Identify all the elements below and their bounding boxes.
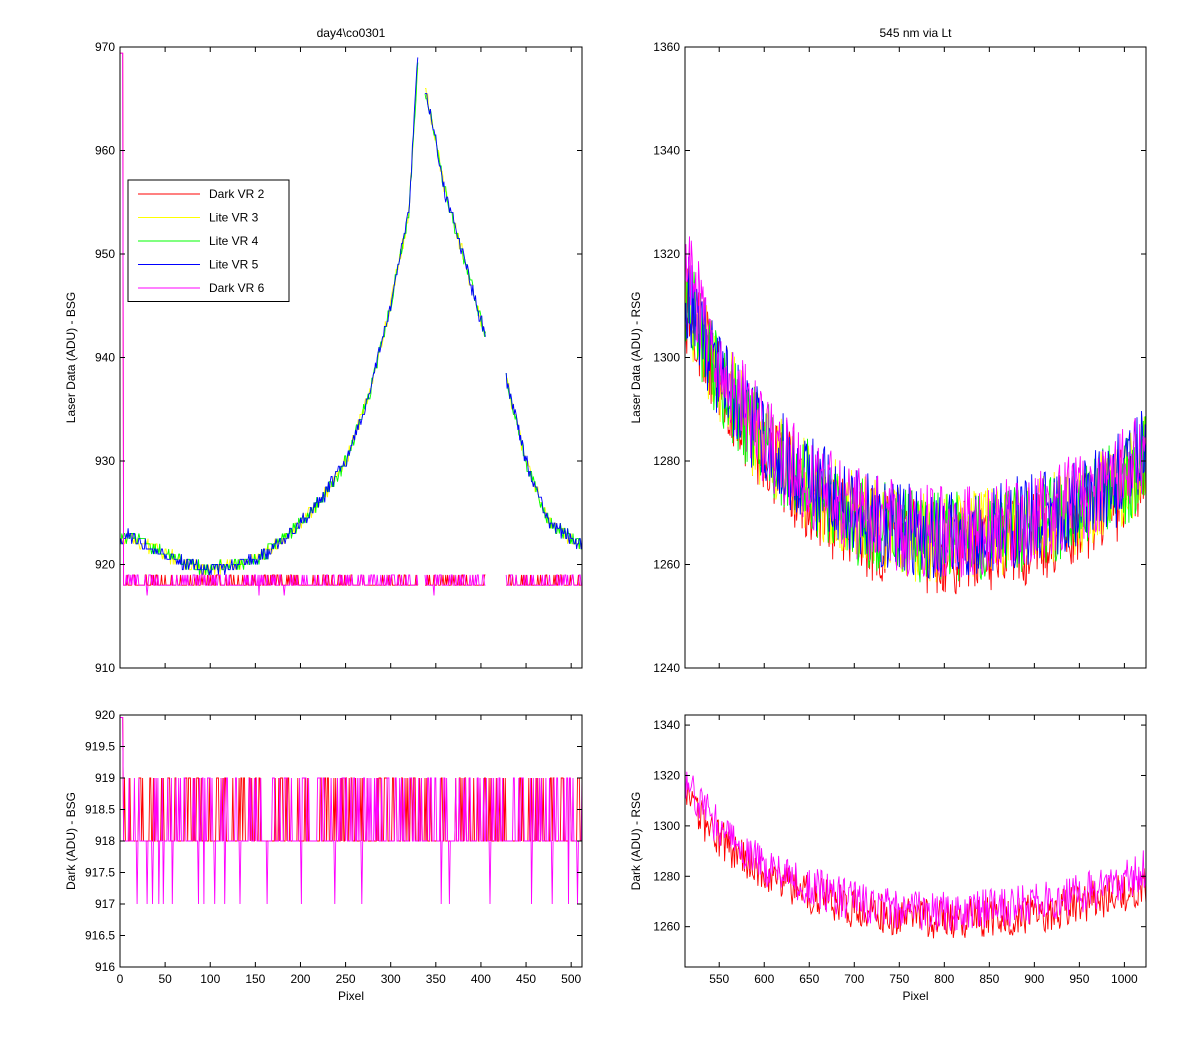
legend-label: Dark VR 6 (209, 281, 265, 295)
x-tick-label: 100 (200, 972, 220, 986)
y-tick-label: 1320 (653, 247, 680, 261)
panel-bottom-left: 0 50 100 150 200 250 300 350 400 450 500 916 916.5 91… (64, 708, 583, 1003)
y-tick-label: 1340 (653, 144, 680, 158)
y-tick-label: 1240 (653, 661, 680, 675)
x-tick-label: 900 (1024, 972, 1044, 986)
legend-label: Lite VR 3 (209, 211, 259, 225)
panel-bottom-right: 550 600 650 700 750 800 850 900 950 1000 1260 1280 1… (629, 714, 1147, 1003)
x-tick-label: 550 (709, 972, 729, 986)
series-line-lite-vr-4 (120, 62, 582, 576)
y-tick-label: 1280 (653, 454, 680, 468)
series-group (685, 768, 1146, 939)
panel-top-left: 910 920 930 940 950 960 970 day4\co0301 Laser Da… (64, 26, 583, 675)
y-tick-label: 910 (95, 661, 115, 675)
axes-frame (684, 714, 1147, 968)
y-axis-label: Dark (ADU) - RSG (629, 792, 643, 891)
series-line-dark-vr-2 (120, 52, 582, 586)
y-tick-label: 916.5 (85, 929, 115, 943)
x-tick-label: 450 (516, 972, 536, 986)
x-tick-label: 950 (1069, 972, 1089, 986)
series-group (685, 236, 1146, 595)
y-axis-label: Dark (ADU) - BSG (64, 792, 78, 890)
x-tick-label: 200 (290, 972, 310, 986)
x-tick-label: 50 (158, 972, 172, 986)
x-tick-label: 850 (979, 972, 999, 986)
x-tick-label: 500 (561, 972, 581, 986)
x-axis-label: Pixel (338, 989, 364, 1003)
panel-top-right: 1240 1260 1280 1300 1320 1340 1360 545 nm via L… (629, 26, 1147, 675)
x-tick-label: 150 (245, 972, 265, 986)
series-line-dark-vr-6 (685, 236, 1146, 578)
y-tick-label: 919 (95, 771, 115, 785)
series-line-dark-vr-6 (685, 768, 1146, 931)
x-tick-label: 350 (426, 972, 446, 986)
series-line-dark-vr-6 (120, 52, 582, 596)
x-tick-label: 1000 (1111, 972, 1138, 986)
legend-label: Lite VR 4 (209, 234, 259, 248)
y-tick-label: 1280 (653, 869, 680, 883)
series-line-lite-vr-5 (120, 57, 582, 576)
series-line-dark-vr-6 (120, 717, 582, 905)
x-tick-label: 400 (471, 972, 491, 986)
x-axis-label: Pixel (902, 989, 928, 1003)
y-tick-label: 1320 (653, 768, 680, 782)
y-tick-label: 917.5 (85, 866, 115, 880)
chart-title: day4\co0301 (317, 26, 386, 40)
y-tick-label: 970 (95, 40, 115, 54)
y-tick-label: 918.5 (85, 803, 115, 817)
series-line-lite-vr-3 (120, 67, 582, 575)
series-group (120, 717, 582, 905)
series-group (120, 52, 582, 596)
y-tick-label: 1360 (653, 40, 680, 54)
y-tick-label: 916 (95, 960, 115, 974)
y-tick-label: 1260 (653, 558, 680, 572)
y-axis-label: Laser Data (ADU) - RSG (629, 291, 643, 423)
x-tick-label: 800 (934, 972, 954, 986)
x-tick-label: 300 (381, 972, 401, 986)
x-tick-label: 0 (117, 972, 124, 986)
x-tick-label: 750 (889, 972, 909, 986)
y-tick-label: 919.5 (85, 740, 115, 754)
legend-label: Dark VR 2 (209, 187, 265, 201)
y-tick-label: 917 (95, 897, 115, 911)
y-tick-label: 950 (95, 247, 115, 261)
y-tick-label: 1340 (653, 718, 680, 732)
chart-title: 545 nm via Lt (879, 26, 952, 40)
y-tick-label: 918 (95, 834, 115, 848)
y-tick-label: 1300 (653, 351, 680, 365)
x-tick-label: 650 (799, 972, 819, 986)
y-tick-label: 930 (95, 454, 115, 468)
series-line-dark-vr-2 (685, 783, 1146, 939)
x-tick-label: 700 (844, 972, 864, 986)
legend: Dark VR 2 Lite VR 3 Lite VR 4 Lite VR 5 Dark… (127, 179, 290, 302)
y-axis-label: Laser Data (ADU) - BSG (64, 292, 78, 423)
y-tick-label: 1300 (653, 819, 680, 833)
y-tick-label: 940 (95, 351, 115, 365)
y-tick-label: 960 (95, 144, 115, 158)
y-tick-label: 920 (95, 558, 115, 572)
legend-label: Lite VR 5 (209, 258, 259, 272)
x-tick-label: 600 (754, 972, 774, 986)
y-tick-label: 1260 (653, 920, 680, 934)
y-tick-label: 920 (95, 708, 115, 722)
x-tick-label: 250 (336, 972, 356, 986)
